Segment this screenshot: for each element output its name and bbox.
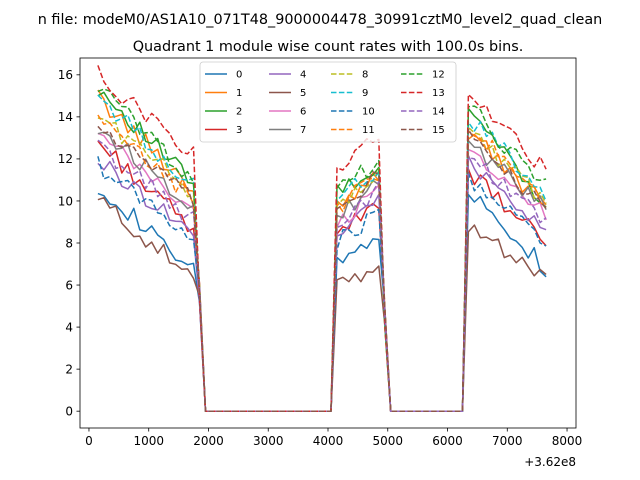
legend-label-6: 6: [300, 107, 306, 118]
y-tick-label: 10: [58, 194, 73, 208]
legend-label-2: 2: [236, 107, 242, 118]
legend-label-8: 8: [362, 70, 368, 81]
x-tick-label: 8000: [552, 434, 583, 448]
series-line-13: [97, 65, 547, 412]
legend-label-0: 0: [236, 70, 242, 81]
legend-box: [199, 61, 457, 143]
series-line-15: [97, 125, 547, 412]
x-tick-label: 1000: [133, 434, 164, 448]
x-tick-label: 0: [85, 434, 93, 448]
series-line-10: [97, 156, 547, 412]
x-tick-label: 3000: [253, 434, 284, 448]
series-line-3: [97, 140, 547, 412]
legend-label-10: 10: [362, 107, 375, 118]
y-tick-label: 16: [58, 68, 73, 82]
series-line-1: [97, 89, 547, 412]
x-tick-label: 2000: [193, 434, 224, 448]
series-line-11: [97, 114, 547, 412]
x-offset-label: +3.62e8: [524, 455, 576, 469]
x-tick-label: 5000: [372, 434, 403, 448]
legend-label-11: 11: [362, 125, 375, 136]
legend-label-13: 13: [432, 88, 445, 99]
y-tick-label: 0: [65, 404, 73, 418]
series-lines: [97, 65, 547, 412]
y-tick-label: 4: [65, 320, 73, 334]
y-tick-label: 12: [58, 152, 73, 166]
series-line-5: [97, 196, 547, 412]
series-line-0: [97, 192, 547, 412]
legend-label-12: 12: [432, 70, 445, 81]
series-line-12: [97, 88, 547, 412]
legend-label-7: 7: [300, 125, 306, 136]
plot-area: 0 1000 2000 3000 4000 5000 6000 7000 80000246810…: [58, 57, 582, 448]
series-line-7: [97, 131, 547, 412]
y-tick-label: 8: [65, 236, 73, 250]
legend-label-5: 5: [300, 88, 306, 99]
legend-label-14: 14: [432, 107, 445, 118]
legend-label-15: 15: [432, 125, 445, 136]
legend-label-1: 1: [236, 88, 242, 99]
suptitle: n file: modeM0/AS1A10_071T48_9000004478_…: [38, 12, 603, 28]
x-tick-label: 4000: [313, 434, 344, 448]
legend-label-4: 4: [300, 70, 306, 81]
series-line-4: [97, 154, 547, 412]
series-line-2: [97, 91, 547, 412]
x-axis: 0 1000 2000 3000 4000 5000 6000 7000 8000: [85, 428, 582, 448]
y-tick-label: 6: [65, 278, 73, 292]
y-tick-label: 14: [58, 110, 73, 124]
series-line-8: [97, 117, 547, 412]
x-tick-label: 7000: [492, 434, 523, 448]
chart-title: Quadrant 1 module wise count rates with …: [133, 39, 524, 55]
legend-label-3: 3: [236, 125, 242, 136]
x-tick-label: 6000: [432, 434, 463, 448]
legend-label-9: 9: [362, 88, 368, 99]
y-tick-label: 2: [65, 362, 73, 376]
y-axis: 0 2 4 6 8 10 12 14 16: [58, 68, 80, 418]
